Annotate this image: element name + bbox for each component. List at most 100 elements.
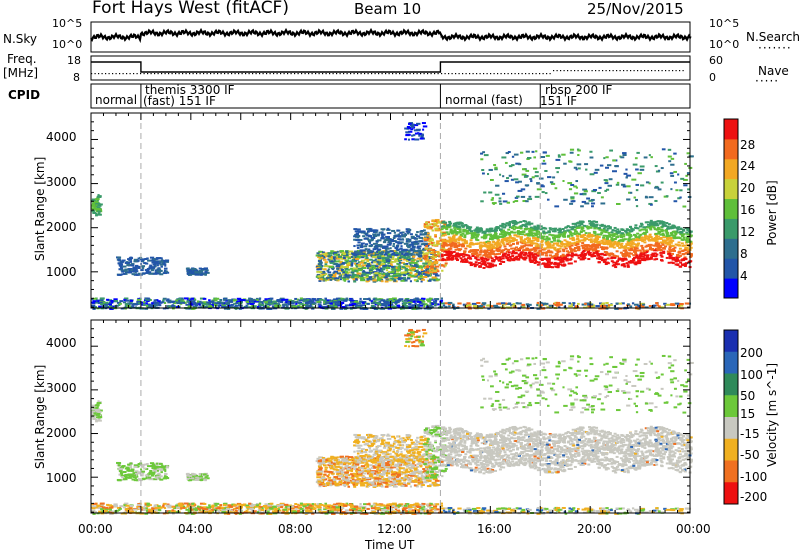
power-cell — [162, 299, 165, 302]
power-cell — [604, 263, 608, 266]
power-cell — [497, 259, 501, 262]
power-cell — [426, 234, 429, 237]
power-cell — [495, 249, 499, 252]
power-cell — [120, 307, 124, 310]
power-cell — [211, 301, 214, 304]
power-cell — [684, 252, 688, 255]
power-cell — [668, 234, 672, 237]
power-cell — [453, 228, 457, 231]
power-cell — [621, 253, 625, 256]
power-cell — [489, 237, 493, 240]
power-cell — [320, 256, 324, 259]
power-cell — [643, 234, 647, 237]
power-cell — [642, 228, 646, 231]
power-cell — [489, 234, 493, 237]
power-cell — [408, 238, 412, 241]
power-cell — [200, 301, 204, 304]
power-cell — [422, 242, 426, 245]
power-cell — [612, 242, 616, 245]
power-cell — [659, 233, 663, 236]
power-cell — [636, 232, 640, 235]
power-cell — [624, 251, 628, 254]
power-cell — [133, 258, 139, 261]
power-cell — [384, 300, 389, 303]
power-cell — [213, 299, 218, 302]
power-cell — [471, 253, 475, 256]
power-cell — [631, 258, 635, 261]
power-cell — [132, 268, 137, 271]
power-cell — [536, 224, 540, 227]
power-cell — [656, 244, 660, 247]
power-cell — [381, 233, 384, 236]
power-cell — [469, 249, 473, 252]
power-cell — [414, 138, 420, 141]
power-cell — [421, 303, 425, 306]
power-cell — [129, 256, 133, 259]
power-cell — [394, 259, 399, 262]
power-cell — [385, 256, 390, 259]
power-cell — [552, 242, 556, 245]
power-cell — [511, 242, 515, 245]
power-cell — [679, 261, 683, 264]
power-cell — [685, 239, 689, 242]
power-cell — [519, 227, 523, 230]
power-cell — [649, 257, 653, 260]
power-cell — [581, 220, 585, 223]
power-cell — [312, 302, 317, 305]
power-cell — [671, 224, 675, 227]
power-cell — [460, 259, 464, 262]
power-cell — [358, 304, 362, 307]
power-cell — [614, 242, 618, 245]
power-cell — [521, 305, 526, 308]
power-cell — [159, 273, 164, 276]
power-cell — [584, 302, 590, 305]
power-cell — [124, 268, 129, 271]
power-cell — [272, 300, 277, 303]
power-cell — [524, 225, 528, 228]
power-cell — [386, 232, 392, 235]
power-cell — [433, 279, 437, 282]
power-cell — [362, 264, 367, 267]
power-cell — [685, 237, 689, 240]
power-cell — [385, 269, 389, 272]
power-cell — [572, 238, 576, 241]
power-cell — [191, 297, 195, 300]
power-cell — [122, 265, 127, 268]
power-cell — [499, 258, 503, 261]
power-cell — [403, 242, 409, 245]
power-cell — [623, 255, 627, 258]
power-cell — [360, 259, 366, 262]
power-cell — [91, 301, 96, 304]
power-cell — [551, 246, 555, 249]
power-cell — [99, 297, 105, 300]
power-cell — [394, 258, 399, 261]
power-cell — [525, 247, 529, 250]
power-cell — [355, 239, 360, 242]
power-cell — [348, 260, 353, 263]
power-cell — [380, 237, 385, 240]
power-cell — [565, 226, 569, 229]
power-cell — [509, 239, 513, 242]
power-cell — [323, 299, 327, 302]
power-cell — [467, 254, 471, 257]
power-cell — [525, 249, 529, 252]
power-cell — [541, 237, 545, 240]
power-cell — [469, 261, 473, 264]
power-cell — [589, 303, 594, 306]
power-cell — [626, 247, 630, 250]
power-cell — [377, 244, 382, 247]
power-cell — [655, 241, 659, 244]
power-cell — [180, 300, 183, 303]
power-cell — [381, 303, 384, 306]
power-cell — [610, 237, 614, 240]
power-cell — [512, 228, 516, 231]
power-cell — [427, 263, 433, 266]
power-cell — [350, 263, 354, 266]
power-cell — [409, 261, 414, 264]
power-cell — [591, 254, 595, 257]
power-cell — [646, 221, 650, 224]
power-cell — [124, 307, 127, 310]
power-cell — [405, 305, 408, 308]
power-cell — [482, 303, 486, 306]
power-cell — [412, 265, 417, 268]
